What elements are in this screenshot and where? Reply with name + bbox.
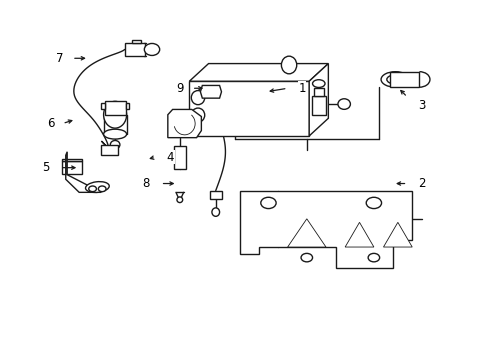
Polygon shape <box>189 64 328 81</box>
Polygon shape <box>239 190 411 268</box>
Ellipse shape <box>380 72 409 87</box>
Text: 8: 8 <box>142 177 150 190</box>
Text: 7: 7 <box>56 52 63 65</box>
Polygon shape <box>313 88 324 96</box>
Polygon shape <box>345 222 373 247</box>
Ellipse shape <box>85 182 109 193</box>
Circle shape <box>366 197 381 208</box>
Polygon shape <box>200 85 221 98</box>
Polygon shape <box>389 72 419 87</box>
Bar <box>174 147 185 170</box>
Ellipse shape <box>177 197 183 203</box>
Circle shape <box>367 253 379 262</box>
Text: 2: 2 <box>417 177 425 190</box>
Text: 6: 6 <box>46 117 54 130</box>
Ellipse shape <box>312 80 325 87</box>
Text: 3: 3 <box>417 99 425 112</box>
Ellipse shape <box>211 208 219 216</box>
Bar <box>209 190 222 199</box>
Text: 4: 4 <box>166 150 174 163</box>
Ellipse shape <box>110 140 120 149</box>
Polygon shape <box>101 103 104 109</box>
Text: 9: 9 <box>176 82 183 95</box>
Ellipse shape <box>144 44 160 55</box>
Ellipse shape <box>103 129 126 139</box>
Ellipse shape <box>337 99 350 109</box>
Circle shape <box>98 186 106 192</box>
Polygon shape <box>65 152 101 192</box>
Polygon shape <box>124 43 145 56</box>
Polygon shape <box>62 161 81 174</box>
Polygon shape <box>62 159 81 161</box>
Polygon shape <box>383 222 411 247</box>
Circle shape <box>260 197 276 208</box>
Ellipse shape <box>103 101 126 128</box>
Polygon shape <box>311 96 325 114</box>
Polygon shape <box>101 145 118 155</box>
Polygon shape <box>287 219 325 247</box>
Polygon shape <box>104 101 125 115</box>
Polygon shape <box>132 40 141 43</box>
Text: 5: 5 <box>42 161 49 174</box>
Polygon shape <box>167 109 201 138</box>
Ellipse shape <box>281 56 296 74</box>
Text: 1: 1 <box>298 82 305 95</box>
Circle shape <box>89 186 96 192</box>
Circle shape <box>301 253 312 262</box>
Polygon shape <box>189 81 308 136</box>
Ellipse shape <box>191 108 204 122</box>
Ellipse shape <box>386 75 403 84</box>
Polygon shape <box>125 103 129 109</box>
Ellipse shape <box>191 91 204 105</box>
Polygon shape <box>308 64 328 136</box>
